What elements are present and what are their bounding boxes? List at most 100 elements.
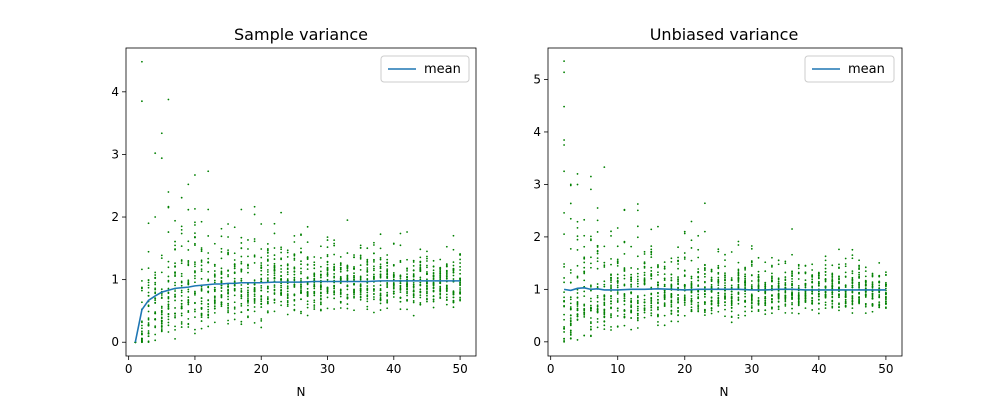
scatter-point (273, 299, 276, 302)
scatter-point (379, 289, 382, 292)
scatter-point (260, 269, 263, 272)
scatter-point (167, 275, 170, 278)
scatter-point (804, 265, 807, 267)
scatter-point (392, 290, 395, 293)
scatter-point (610, 284, 612, 287)
scatter-point (710, 268, 713, 271)
scatter-point (703, 314, 706, 317)
scatter-point (313, 291, 316, 294)
scatter-point (240, 242, 243, 244)
scatter-point (373, 260, 375, 263)
scatter-point (864, 287, 867, 290)
scatter-point (596, 296, 599, 299)
scatter-point (326, 275, 329, 277)
scatter-point (824, 287, 827, 289)
y-tick-label: 4 (533, 125, 541, 139)
scatter-point (154, 325, 157, 328)
scatter-point (174, 315, 176, 317)
scatter-point (750, 245, 753, 247)
scatter-point (426, 266, 428, 269)
scatter-point (797, 284, 800, 287)
scatter-point (366, 294, 369, 297)
scatter-point (864, 293, 867, 296)
scatter-point (180, 305, 183, 308)
scatter-point (306, 268, 309, 271)
scatter-point (359, 278, 362, 281)
scatter-point (353, 266, 355, 268)
x-axis-label: N (720, 385, 729, 399)
scatter-point-outlier (167, 191, 170, 193)
scatter-point (313, 267, 316, 270)
scatter-point (280, 278, 283, 281)
scatter-point (690, 286, 693, 289)
scatter-point (240, 236, 243, 239)
scatter-point (630, 278, 633, 281)
scatter-point (583, 245, 586, 248)
scatter-point (359, 298, 362, 301)
scatter-point (871, 295, 874, 298)
scatter-point (213, 242, 216, 245)
scatter-point (266, 268, 269, 271)
scatter-point (563, 265, 565, 268)
scatter-point (319, 288, 322, 291)
scatter-point (426, 257, 428, 260)
scatter-point (670, 292, 673, 295)
scatter-point (730, 306, 733, 309)
scatter-point (730, 277, 733, 279)
scatter-point (596, 308, 599, 311)
scatter-point (419, 291, 422, 294)
scatter-point (791, 293, 793, 296)
scatter-point (630, 297, 633, 300)
scatter-point (220, 295, 223, 298)
scatter-point (200, 302, 203, 305)
scatter-point (213, 300, 216, 303)
scatter-point (771, 256, 773, 259)
scatter-point (757, 283, 760, 285)
scatter-point (817, 282, 820, 285)
scatter-point-outlier (563, 60, 565, 63)
scatter-point (838, 290, 840, 293)
scatter-point (636, 309, 639, 312)
scatter-point (764, 284, 767, 286)
scatter-point (366, 269, 369, 271)
scatter-point (878, 284, 881, 287)
scatter-point (333, 297, 336, 300)
scatter-point (603, 316, 606, 319)
scatter-point (353, 309, 355, 312)
scatter-point (871, 285, 874, 288)
scatter-point (439, 289, 442, 292)
scatter-point (180, 196, 183, 199)
scatter-point (864, 285, 867, 287)
scatter-point (253, 262, 256, 264)
scatter-point (636, 275, 639, 278)
scatter-point (141, 280, 143, 282)
scatter-point (160, 294, 163, 296)
scatter-point (346, 307, 349, 310)
scatter-point (844, 298, 847, 301)
scatter-point (445, 277, 448, 280)
scatter-point (273, 232, 276, 235)
scatter-point (353, 272, 355, 275)
scatter-point (563, 304, 565, 307)
scatter-point (253, 238, 256, 240)
legend: mean (804, 55, 895, 83)
scatter-point (240, 302, 243, 305)
scatter-point (160, 330, 163, 333)
scatter-point (569, 281, 572, 284)
scatter-point (439, 297, 442, 299)
scatter-point (313, 263, 316, 266)
scatter-point (744, 286, 747, 289)
scatter-point (717, 296, 720, 299)
scatter-point (871, 294, 874, 297)
scatter-point (180, 326, 183, 328)
scatter-point (804, 291, 807, 294)
scatter-point (885, 271, 887, 274)
scatter-point (445, 275, 448, 278)
scatter-point (406, 292, 408, 295)
scatter-point (300, 272, 302, 275)
scatter-point (326, 292, 329, 294)
scatter-point (784, 300, 787, 303)
scatter-point (247, 267, 249, 269)
scatter-point (319, 284, 322, 287)
scatter-point (266, 310, 269, 313)
